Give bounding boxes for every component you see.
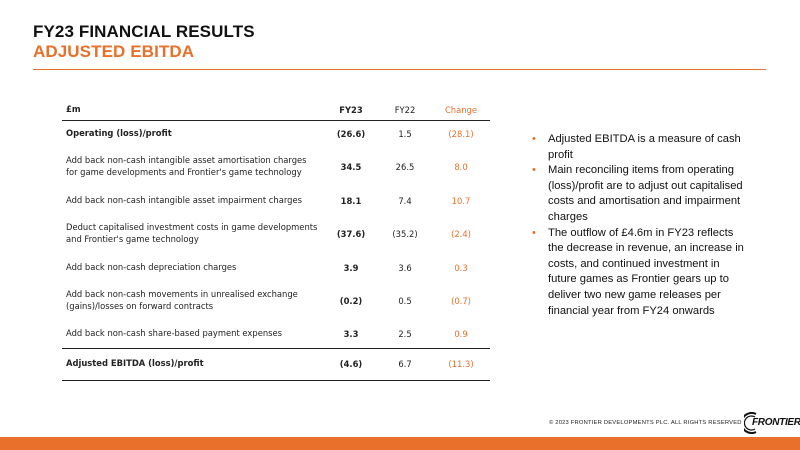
table-row: Add back non-cash movements in unrealise… [62,281,490,321]
footer-accent-bar [0,437,800,450]
bullet-dot-icon: • [532,133,536,145]
row-fy22: 26.5 [395,162,415,172]
header-label: £m [62,101,324,121]
commentary-list: • Adjusted EBITDA is a measure of cash pr… [532,132,747,319]
row-fy23: 18.1 [340,195,362,206]
row-fy22: 3.6 [398,262,412,273]
row-change: 10.7 [451,195,471,206]
ebitda-table: £m FY23 FY22 Change Operating (loss)/pro… [62,101,490,381]
bullet-item: • The outflow of £4.6m in FY23 reflects t… [532,226,747,320]
row-label: Add back non-cash depreciation charges [66,261,237,272]
bullet-text: The outflow of £4.6m in FY23 reflects th… [548,226,744,317]
header-fy23: FY23 [324,101,378,121]
row-label: Operating (loss)/profit [66,127,172,138]
frontier-logo-icon [744,412,757,434]
row-label: Add back non-cash intangible asset amort… [66,155,307,177]
row-fy23: (37.6) [336,229,366,239]
table-row: Add back non-cash share-based payment ex… [62,321,490,348]
total-label: Adjusted EBITDA (loss)/profit [62,347,324,381]
total-fy23: (4.6) [324,347,378,381]
row-fy22: (35.2) [392,229,418,239]
logo-wordmark: FRONTIER [752,417,800,428]
title-divider [33,69,766,70]
row-label: Deduct capitalised investment costs in g… [66,222,318,244]
bullet-dot-icon: • [532,226,536,239]
header-change: Change [432,101,490,121]
copyright-notice: © 2023 FRONTIER DEVELOPMENTS PLC. ALL RI… [549,420,742,426]
row-change: (28.1) [448,128,474,139]
row-label: Add back non-cash intangible asset impai… [66,194,302,205]
slide-subtitle: ADJUSTED EBITDA [33,42,195,61]
total-fy22: 6.7 [378,347,432,381]
bullet-item: • Main reconciling items from operating (… [532,163,747,225]
row-fy22: 7.4 [398,195,412,206]
bullet-dot-icon: • [532,164,536,177]
bullet-text: Adjusted EBITDA is a measure of cash pro… [548,133,741,161]
row-fy23: (26.6) [336,128,366,139]
row-fy22: 1.5 [398,128,412,139]
row-fy22: 0.5 [398,296,412,306]
row-label: Add back non-cash movements in unrealise… [66,289,298,311]
total-change: (11.3) [432,347,490,381]
table-row: Operating (loss)/profit (26.6) 1.5 (28.1… [62,120,490,147]
table-row: Deduct capitalised investment costs in g… [62,214,490,254]
row-change: 0.9 [454,329,468,340]
table-row: Add back non-cash intangible asset amort… [62,147,490,187]
row-fy23: 3.9 [343,262,359,273]
row-change: (2.4) [451,229,471,239]
slide-title: FY23 FINANCIAL RESULTS [33,22,255,41]
row-change: 0.3 [454,262,468,273]
row-fy23: 3.3 [343,329,359,340]
bullet-item: • Adjusted EBITDA is a measure of cash pr… [532,132,747,163]
table-row: Add back non-cash depreciation charges 3… [62,254,490,281]
row-change: 8.0 [454,162,468,172]
header-fy22: FY22 [378,101,432,121]
row-fy23: (0.2) [339,296,363,306]
table-total-row: Adjusted EBITDA (loss)/profit (4.6) 6.7 … [62,347,490,381]
row-label: Add back non-cash share-based payment ex… [66,328,283,339]
row-fy23: 34.5 [340,162,362,172]
bullet-text: Main reconciling items from operating (l… [548,164,743,223]
table-row: Add back non-cash intangible asset impai… [62,187,490,214]
table-header-row: £m FY23 FY22 Change [62,101,490,121]
row-change: (0.7) [451,296,471,306]
row-fy22: 2.5 [398,329,412,340]
